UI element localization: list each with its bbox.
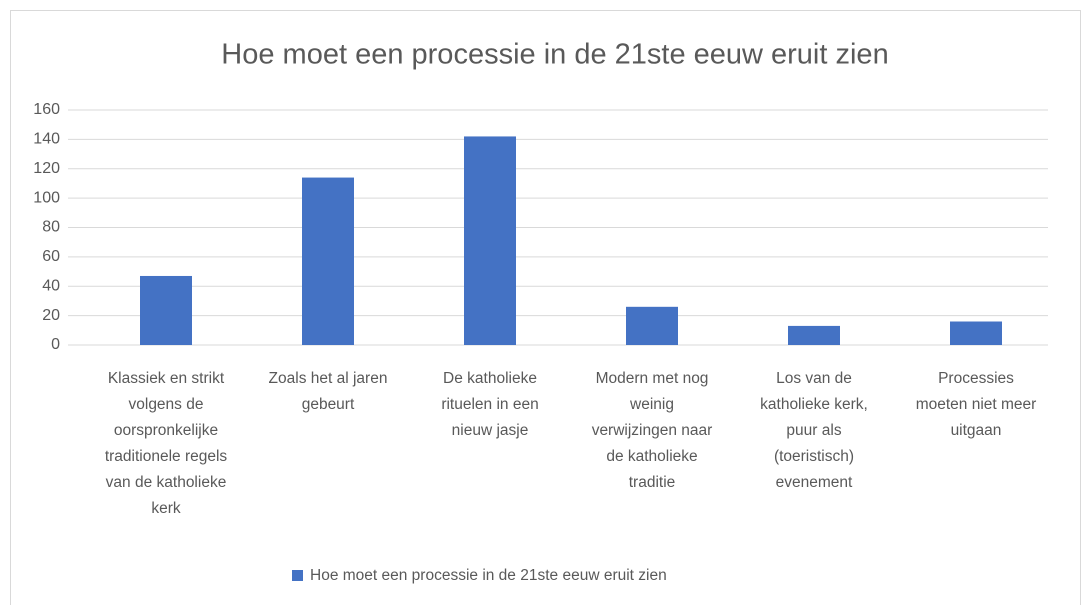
- legend-swatch: [292, 570, 303, 581]
- x-tick-label: Klassiek en strikt volgens de oorspronke…: [104, 370, 228, 517]
- bar: [302, 177, 354, 345]
- x-tick-label: De katholieke rituelen in een nieuw jasj…: [441, 370, 539, 439]
- bar: [788, 325, 840, 345]
- y-tick-label: 160: [33, 101, 60, 118]
- y-tick-label: 100: [33, 189, 60, 206]
- y-tick-label: 40: [42, 277, 60, 294]
- bar: [464, 136, 516, 345]
- bar: [140, 275, 192, 345]
- y-tick-label: 120: [33, 160, 60, 177]
- x-tick-label: Modern met nog weinig verwijzingen naar …: [591, 370, 713, 491]
- y-tick-label: 140: [33, 131, 60, 148]
- legend-label: Hoe moet een processie in de 21ste eeuw …: [310, 567, 667, 584]
- bar: [950, 321, 1002, 345]
- y-tick-label: 0: [51, 336, 60, 353]
- y-tick-label: 60: [42, 248, 60, 265]
- x-tick-label: Processies moeten niet meer uitgaan: [915, 370, 1037, 439]
- chart-title: Hoe moet een processie in de 21ste eeuw …: [221, 39, 888, 71]
- y-tick-label: 80: [42, 219, 60, 236]
- bar: [626, 306, 678, 345]
- y-tick-label: 20: [42, 307, 60, 324]
- x-tick-label: Zoals het al jaren gebeurt: [268, 370, 388, 413]
- x-tick-label: Los van de katholieke kerk, puur als (to…: [760, 370, 868, 491]
